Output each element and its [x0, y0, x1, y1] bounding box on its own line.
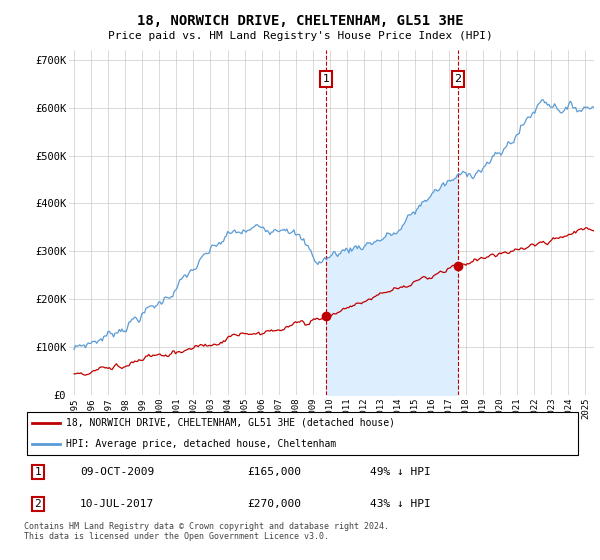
Text: HPI: Average price, detached house, Cheltenham: HPI: Average price, detached house, Chel… — [66, 439, 336, 449]
FancyBboxPatch shape — [27, 412, 578, 455]
Text: Contains HM Land Registry data © Crown copyright and database right 2024.
This d: Contains HM Land Registry data © Crown c… — [24, 522, 389, 542]
Text: 49% ↓ HPI: 49% ↓ HPI — [370, 467, 431, 477]
Text: 18, NORWICH DRIVE, CHELTENHAM, GL51 3HE: 18, NORWICH DRIVE, CHELTENHAM, GL51 3HE — [137, 14, 463, 28]
Text: 2: 2 — [35, 499, 41, 509]
Text: 10-JUL-2017: 10-JUL-2017 — [80, 499, 154, 509]
Text: 43% ↓ HPI: 43% ↓ HPI — [370, 499, 431, 509]
Text: £270,000: £270,000 — [247, 499, 301, 509]
Text: 1: 1 — [35, 467, 41, 477]
Text: Price paid vs. HM Land Registry's House Price Index (HPI): Price paid vs. HM Land Registry's House … — [107, 31, 493, 41]
Text: 09-OCT-2009: 09-OCT-2009 — [80, 467, 154, 477]
Text: 1: 1 — [323, 74, 329, 84]
Text: 18, NORWICH DRIVE, CHELTENHAM, GL51 3HE (detached house): 18, NORWICH DRIVE, CHELTENHAM, GL51 3HE … — [66, 418, 395, 428]
Text: £165,000: £165,000 — [247, 467, 301, 477]
Text: 2: 2 — [455, 74, 462, 84]
